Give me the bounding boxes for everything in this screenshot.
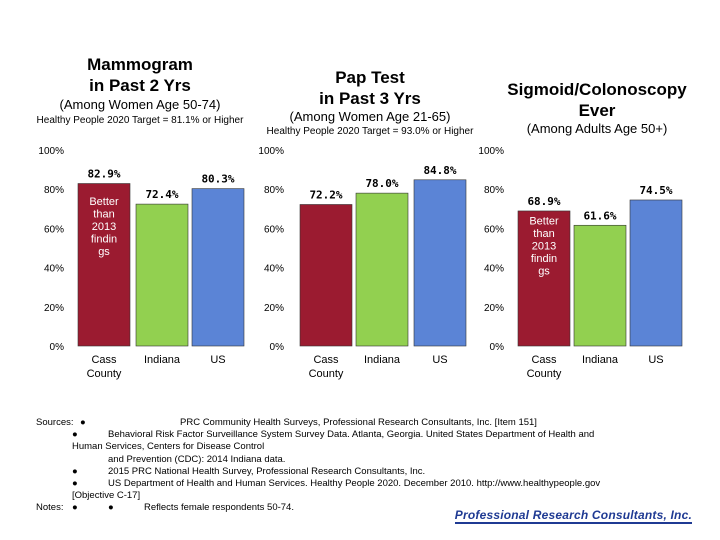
panel-3-value-label-3: 74.5% xyxy=(639,184,672,197)
panel-3-category-label-1: Cass xyxy=(531,354,557,366)
bullet-icon: ● xyxy=(72,465,78,477)
source-line: Human Services, Centers for Disease Cont… xyxy=(72,441,265,453)
panel-3-category-label-3: US xyxy=(648,354,663,366)
sources-label: Sources: xyxy=(36,417,74,428)
panel-2-y-tick-label: 60% xyxy=(264,224,284,235)
source-line: US Department of Health and Human Servic… xyxy=(108,478,601,490)
panel-1-bar-note-line: 2013 xyxy=(92,221,116,233)
panel-1-y-tick-label: 60% xyxy=(44,224,64,235)
panel-1-category-label-2: Indiana xyxy=(144,354,181,366)
panel-2-y-tick-label: 100% xyxy=(258,146,284,157)
panel-2-value-label-3: 84.8% xyxy=(423,164,456,177)
panel-1-target: Healthy People 2020 Target = 81.1% or Hi… xyxy=(36,115,244,126)
panel-2-value-label-1: 72.2% xyxy=(309,188,342,201)
panel-1-title-line1: Mammogram xyxy=(87,55,193,74)
panel-1-title: Mammogram in Past 2 Yrs xyxy=(40,54,240,96)
panel-1-value-label-2: 72.4% xyxy=(145,188,178,201)
panel-1-category-label-1: Cass xyxy=(91,354,117,366)
panel-3-bar-note-line: gs xyxy=(538,265,550,277)
panel-3-bar-note-line: findin xyxy=(531,253,557,265)
panel-3-title-line1: Sigmoid/Colonoscopy xyxy=(507,80,687,99)
bullet-icon: ● xyxy=(72,478,78,490)
source-line: and Prevention (CDC): 2014 Indiana data. xyxy=(108,453,286,465)
panel-1-bar-note-line: Better xyxy=(89,196,119,208)
source-line: Behavioral Risk Factor Surveillance Syst… xyxy=(108,429,595,441)
panel-1-category-label-3: US xyxy=(210,354,225,366)
panel-2-y-tick-label: 20% xyxy=(264,303,284,314)
panel-1-bar-note-line: than xyxy=(93,208,114,220)
panel-1-bar-2 xyxy=(135,203,189,347)
panel-1-y-tick-label: 100% xyxy=(38,146,64,157)
panel-2-category-label-3: US xyxy=(432,354,447,366)
panel-3-y-tick-label: 100% xyxy=(478,146,504,157)
panel-3-y-tick-label: 20% xyxy=(484,303,504,314)
panel-3-y-tick-label: 0% xyxy=(490,342,505,353)
panel-2-subtitle: (Among Women Age 21-65) xyxy=(289,109,451,124)
panel-3-title-line2: Ever xyxy=(578,101,616,120)
notes-label: Notes: xyxy=(36,502,64,514)
panel-1-value-label-3: 80.3% xyxy=(201,173,234,186)
panel-3-y-tick-label: 80% xyxy=(484,185,504,196)
panel-2-target: Healthy People 2020 Target = 93.0% or Hi… xyxy=(266,126,474,137)
panel-3-bar-note-line: Better xyxy=(529,215,559,227)
source-line: PRC Community Health Surveys, Profession… xyxy=(180,417,537,428)
panel-2-category-label-1: Cass xyxy=(313,354,339,366)
panel-2-bar-3 xyxy=(413,179,467,347)
panel-3-y-tick-label: 40% xyxy=(484,264,504,275)
bullet-icon: ● xyxy=(72,429,78,441)
panel-3-value-label-2: 61.6% xyxy=(583,209,616,222)
panel-3-category-label-1: County xyxy=(527,368,562,380)
panel-1-bar-1 xyxy=(77,183,131,347)
panel-1-y-tick-label: 20% xyxy=(44,303,64,314)
panel-1-bar-note-line: gs xyxy=(98,246,110,258)
panel-1-y-tick-label: 0% xyxy=(50,342,65,353)
panel-3-bar-note-line: than xyxy=(533,228,554,240)
source-line: [Objective C-17] xyxy=(72,490,141,502)
charts-canvas: 0% 20% 40% 60% 80% 100% 82.9% Cass County 72.4% In… xyxy=(38,146,683,380)
panel-3-title: Sigmoid/Colonoscopy Ever xyxy=(497,79,697,121)
prc-logo: Professional Research Consultants, Inc. xyxy=(454,508,692,524)
panel-3-y-tick-label: 60% xyxy=(484,224,504,235)
sources-block: Sources: ● PRC Community Health Surveys, P… xyxy=(36,417,686,515)
panel-1-y-tick-label: 80% xyxy=(44,185,64,196)
panel-3-bar-note-line: 2013 xyxy=(532,240,556,252)
panel-2-bar-2 xyxy=(355,192,409,347)
panel-1-title-line2: in Past 2 Yrs xyxy=(89,76,191,95)
bullet-icon: ● xyxy=(108,502,114,514)
panel-1-value-label-1: 82.9% xyxy=(87,168,120,181)
panel-2-title: Pap Test in Past 3 Yrs xyxy=(270,67,470,109)
panel-1-y-tick-label: 40% xyxy=(44,264,64,275)
bullet-icon: ● xyxy=(72,502,78,514)
panel-2-title-line1: Pap Test xyxy=(335,68,405,87)
panel-2-category-label-2: Indiana xyxy=(364,354,401,366)
panel-2-bar-1 xyxy=(299,204,353,347)
note-line: Reflects female respondents 50-74. xyxy=(144,502,294,514)
panel-2-y-tick-label: 40% xyxy=(264,264,284,275)
panel-1-bar-note-line: findin xyxy=(91,233,117,245)
bullet-icon: ● xyxy=(80,417,86,428)
panel-1-bar-3 xyxy=(191,188,245,347)
panel-3-value-label-1: 68.9% xyxy=(527,195,560,208)
panel-2-y-tick-label: 80% xyxy=(264,185,284,196)
panel-1-category-label-1: County xyxy=(87,368,122,380)
panel-3-subtitle: (Among Adults Age 50+) xyxy=(526,121,668,136)
panel-3-bar-2 xyxy=(573,224,627,347)
panel-3-bar-1 xyxy=(517,210,571,347)
panel-1-subtitle: (Among Women Age 50-74) xyxy=(59,97,221,112)
panel-3-bar-3 xyxy=(629,199,683,347)
panel-2-category-label-1: County xyxy=(309,368,344,380)
source-line: 2015 PRC National Health Survey, Profess… xyxy=(108,465,426,477)
panel-3-category-label-2: Indiana xyxy=(582,354,619,366)
panel-2-value-label-2: 78.0% xyxy=(365,177,398,190)
panel-2-y-tick-label: 0% xyxy=(270,342,285,353)
panel-2-title-line2: in Past 3 Yrs xyxy=(319,89,421,108)
